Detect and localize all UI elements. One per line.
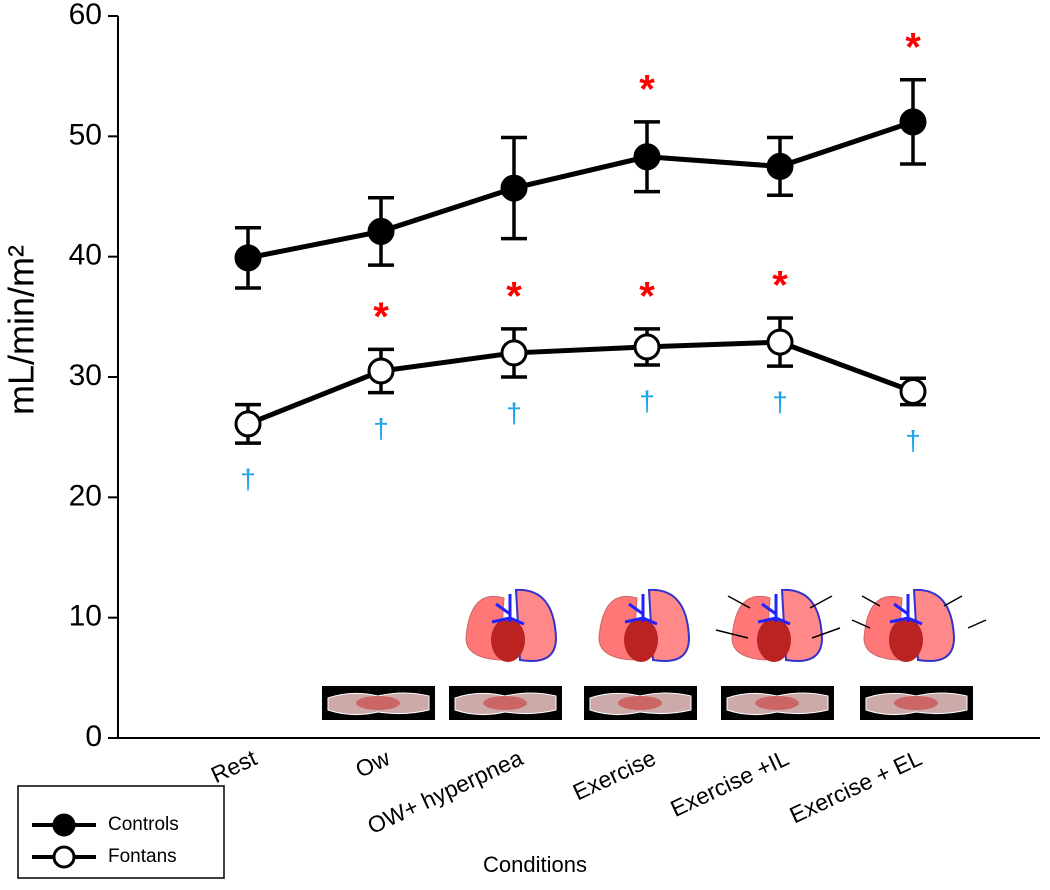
legend <box>17 785 225 879</box>
legend-label: Controls <box>108 814 179 835</box>
significance-mark: † <box>240 464 256 495</box>
marker <box>234 244 262 272</box>
marker <box>899 108 927 136</box>
marker <box>899 377 927 405</box>
marker <box>500 174 528 202</box>
y-axis-label: mL/min/m² <box>1 245 42 415</box>
x-tick-label: Ow <box>351 744 394 782</box>
x-axis-label: Conditions <box>483 852 587 877</box>
x-tick-label: Rest <box>207 744 261 788</box>
y-tick-label: 60 <box>69 0 102 31</box>
marker <box>633 333 661 361</box>
significance-mark: * <box>639 274 655 318</box>
series-line <box>247 119 914 261</box>
legend-marker <box>52 813 76 837</box>
significance-mark: * <box>905 25 921 69</box>
x-tick-label: Exercise +IL <box>666 744 792 821</box>
marker <box>367 357 395 385</box>
legend-marker <box>52 845 76 869</box>
y-tick-label: 50 <box>69 118 102 151</box>
marker <box>633 143 661 171</box>
significance-mark: † <box>905 425 921 456</box>
marker <box>367 217 395 245</box>
y-tick-label: 20 <box>69 479 102 512</box>
marker <box>500 339 528 367</box>
series-line <box>247 339 914 427</box>
y-tick-label: 30 <box>69 359 102 392</box>
significance-mark: † <box>772 387 788 418</box>
x-tick-label: Exercise + EL <box>786 744 926 828</box>
significance-mark: * <box>373 295 389 339</box>
marker <box>766 328 794 356</box>
y-tick-label: 0 <box>85 720 102 753</box>
significance-mark: † <box>373 413 389 444</box>
illustrations <box>321 588 987 721</box>
y-tick-label: 40 <box>69 239 102 272</box>
significance-mark: * <box>639 67 655 111</box>
marker <box>234 410 262 438</box>
significance-mark: * <box>772 264 788 308</box>
significance-mark: * <box>506 274 522 318</box>
x-tick-label: Exercise <box>569 744 660 805</box>
significance-mark: † <box>639 385 655 416</box>
legend-label: Fontans <box>108 846 177 867</box>
significance-mark: † <box>506 397 522 428</box>
marker <box>766 152 794 180</box>
y-tick-label: 10 <box>69 600 102 633</box>
